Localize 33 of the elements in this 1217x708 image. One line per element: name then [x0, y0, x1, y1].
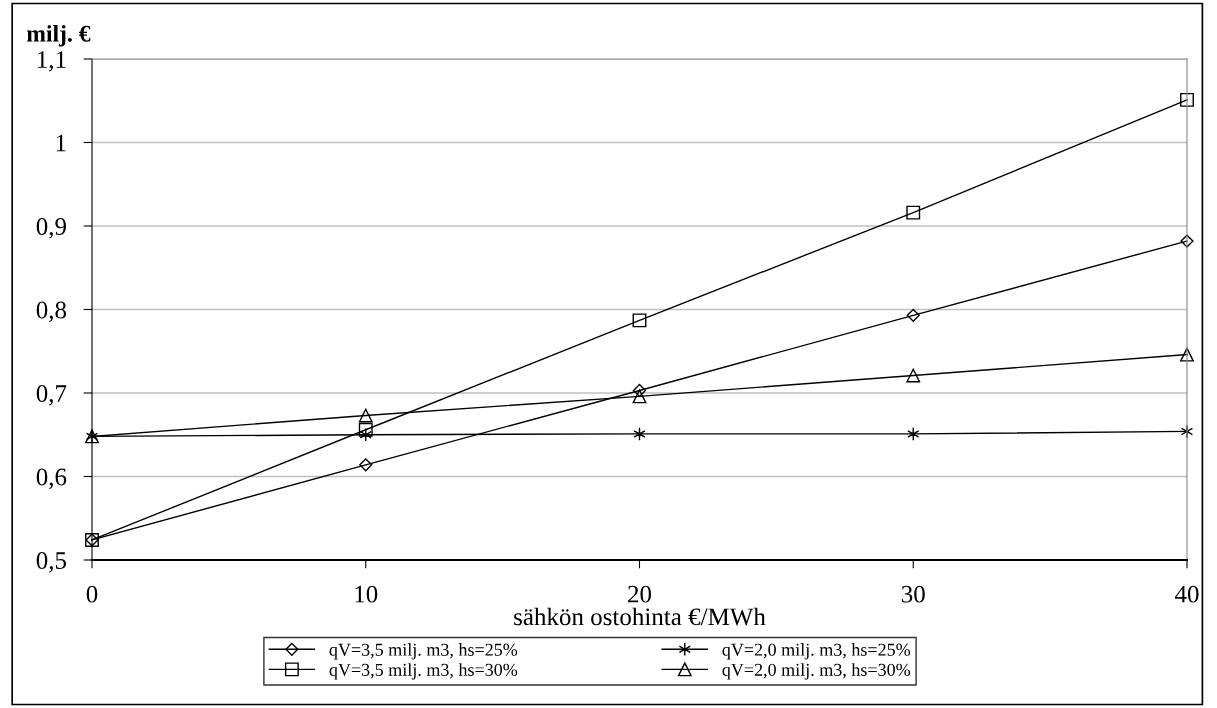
x-tick-label: 30: [901, 585, 925, 603]
point: [1180, 234, 1194, 248]
point: [358, 408, 373, 423]
y-tick-label: 0,8: [36, 301, 67, 323]
x-tick-label: 40: [1174, 585, 1199, 603]
point: [633, 426, 646, 441]
point: [632, 313, 647, 328]
point: [632, 389, 647, 404]
y-tick-label: 0,7: [36, 385, 67, 406]
point: [906, 308, 920, 322]
point: [1180, 347, 1194, 362]
x-tick-label: 10: [355, 585, 378, 603]
y-tick-label: 0,6: [36, 468, 67, 490]
legend-label: qV=2,0 milj. m3, hs=30%: [722, 663, 911, 680]
legend-label: qV=3,5 milj. m3, hs=25%: [329, 643, 518, 660]
y-tick-label: 1,1: [37, 51, 66, 72]
point: [359, 458, 373, 472]
legend-label: qV=3,5 milj. m3, hs=30%: [329, 663, 518, 680]
point: [907, 426, 920, 441]
y-axis-title: milj. €: [26, 25, 91, 47]
x-axis-title: sähkön ostohinta €/MWh: [514, 607, 766, 626]
legend-label: qV=2,0 milj. m3, hs=25%: [722, 643, 911, 660]
point: [906, 205, 921, 220]
point: [358, 422, 373, 437]
y-tick-label: 0,5: [36, 552, 67, 573]
y-tick-label: 0,9: [36, 218, 66, 239]
y-tick-label: 1: [56, 134, 66, 152]
point: [632, 383, 647, 398]
point: [906, 368, 921, 383]
x-tick-label: 0: [86, 585, 98, 603]
x-tick-label: 20: [628, 585, 652, 603]
point: [1180, 92, 1194, 107]
point: [359, 427, 372, 442]
